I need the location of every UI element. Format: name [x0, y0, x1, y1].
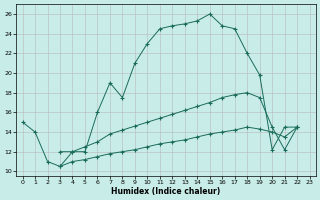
X-axis label: Humidex (Indice chaleur): Humidex (Indice chaleur)	[111, 187, 221, 196]
